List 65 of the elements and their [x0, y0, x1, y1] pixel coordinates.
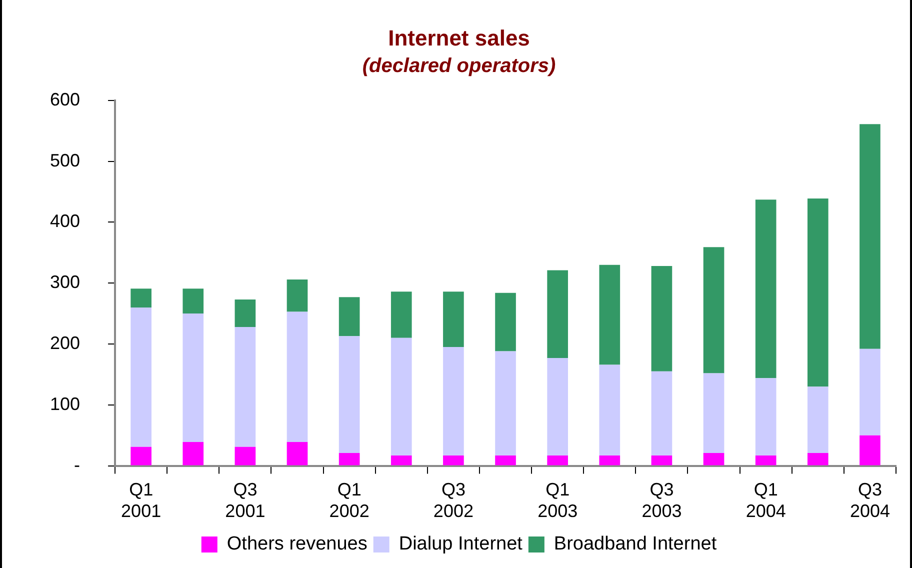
y-tick-label: 500: [50, 150, 80, 170]
bar: [807, 386, 828, 454]
bar: [286, 312, 308, 442]
bar: [286, 442, 308, 466]
y-tick-label: 600: [50, 89, 80, 110]
bar: [338, 336, 360, 454]
bar: [234, 326, 256, 447]
bar: [130, 288, 152, 308]
bar: [860, 124, 880, 349]
x-tick-label: Q3 2002: [433, 480, 474, 522]
y-tick-label: 100: [50, 394, 80, 414]
bar: [860, 348, 880, 436]
y-tick-label: 300: [50, 272, 80, 292]
bar: [338, 297, 360, 336]
x-tick-label: Q3 2003: [642, 480, 682, 522]
bar: [443, 455, 464, 466]
bar: [234, 300, 256, 327]
bar: [807, 198, 828, 387]
x-tick-label: Q1 2003: [538, 480, 578, 522]
bar: [807, 453, 828, 466]
bar: [703, 453, 724, 466]
bar: [599, 455, 620, 466]
bar: [495, 455, 516, 466]
bar: [286, 279, 308, 312]
bar: [338, 453, 360, 466]
chart-title: Internet sales: [388, 25, 530, 50]
bar: [703, 373, 724, 454]
bar: [755, 200, 776, 378]
bar: [599, 264, 620, 365]
bar: [495, 292, 516, 352]
x-tick-label: Q3 2001: [225, 480, 266, 522]
legend-label: Dialup Internet: [398, 534, 524, 555]
x-tick-label: Q1 2002: [329, 480, 370, 522]
bar: [547, 270, 568, 358]
bar: [390, 338, 412, 456]
legend-label: Others revenues: [226, 534, 368, 555]
bar: [182, 442, 204, 466]
y-tick-label: 400: [50, 211, 80, 232]
bar: [443, 347, 464, 456]
x-tick-label: Q3 2004: [850, 480, 890, 522]
legend-label: Broadband Internet: [554, 534, 718, 555]
bar: [651, 371, 672, 456]
y-tick-label: -: [74, 454, 80, 475]
bar: [755, 378, 776, 456]
x-tick-label: Q1 2004: [746, 480, 786, 522]
bar: [130, 307, 152, 447]
y-tick-label: 200: [50, 332, 80, 353]
bar: [234, 446, 256, 466]
bar: [755, 455, 776, 466]
bar: [547, 358, 568, 456]
bar: [703, 247, 724, 374]
bar: [599, 364, 620, 456]
x-tick-label: Q1 2001: [121, 480, 162, 522]
bar: [860, 435, 880, 466]
bar: [651, 455, 672, 466]
bar: [130, 446, 152, 466]
bar: [182, 314, 204, 442]
chart-subtitle: (declared operators): [362, 54, 556, 77]
bar: [443, 292, 464, 348]
bar: [390, 455, 412, 466]
bar: [182, 288, 204, 314]
bar: [651, 266, 672, 372]
bar: [495, 351, 516, 456]
bar: [547, 455, 568, 466]
bar: [390, 292, 412, 338]
